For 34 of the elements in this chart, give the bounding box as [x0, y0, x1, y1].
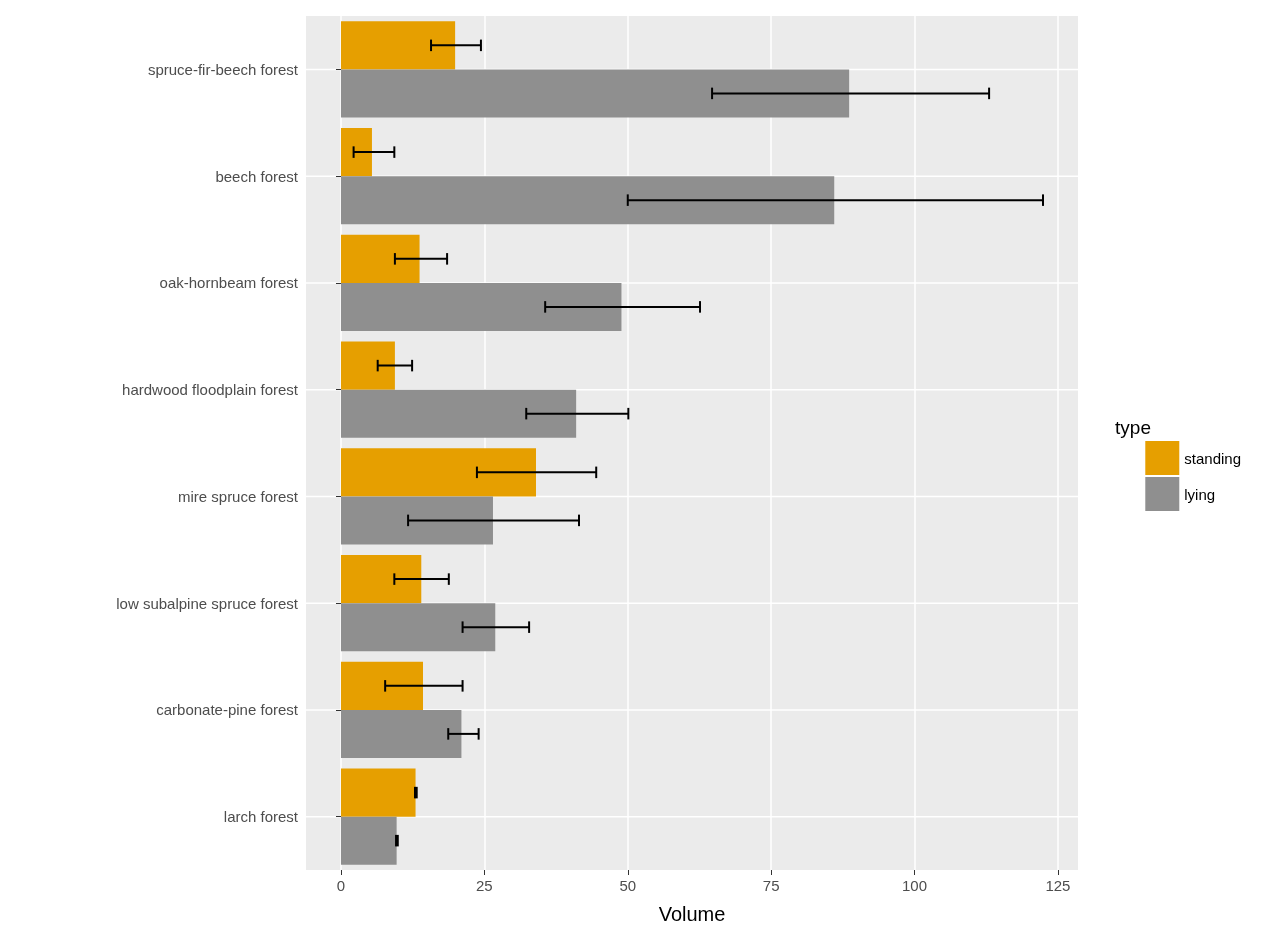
- legend-label: standing: [1184, 449, 1242, 467]
- bar: [340, 661, 423, 710]
- bar: [340, 768, 416, 817]
- x-axis-title: Volume: [658, 903, 726, 925]
- x-tick-label: 75: [762, 877, 780, 894]
- y-tick-label: low subalpine spruce forest: [116, 594, 299, 612]
- x-tick-label: 25: [476, 877, 493, 894]
- x-tick-label: 125: [1045, 877, 1071, 894]
- y-tick-label: hardwood floodplain forest: [122, 381, 299, 399]
- bar: [340, 21, 456, 70]
- bar: [340, 128, 372, 177]
- legend-label: lying: [1184, 485, 1216, 503]
- bar: [340, 709, 462, 758]
- bar: [340, 496, 493, 545]
- y-tick-label: carbonate-pine forest: [156, 701, 299, 719]
- x-tick-label: 100: [902, 877, 928, 894]
- bar: [340, 603, 496, 652]
- bar: [340, 555, 422, 604]
- y-tick-label: beech forest: [215, 167, 299, 185]
- x-tick-label: 50: [619, 877, 637, 894]
- bar: [340, 389, 577, 438]
- bar: [340, 448, 536, 497]
- x-tick-label: 0: [336, 877, 346, 894]
- bar: [340, 234, 420, 283]
- bar: [340, 816, 397, 865]
- bar: [340, 341, 395, 390]
- y-tick-label: oak-hornbeam forest: [159, 274, 299, 292]
- y-tick-label: larch forest: [223, 808, 299, 826]
- y-tick-label: spruce-fir-beech forest: [147, 60, 299, 78]
- bar: [340, 176, 835, 225]
- bar: [340, 282, 622, 331]
- y-tick-label: mire spruce forest: [177, 487, 299, 505]
- bar: [340, 69, 850, 118]
- legend-title: type: [1115, 417, 1152, 438]
